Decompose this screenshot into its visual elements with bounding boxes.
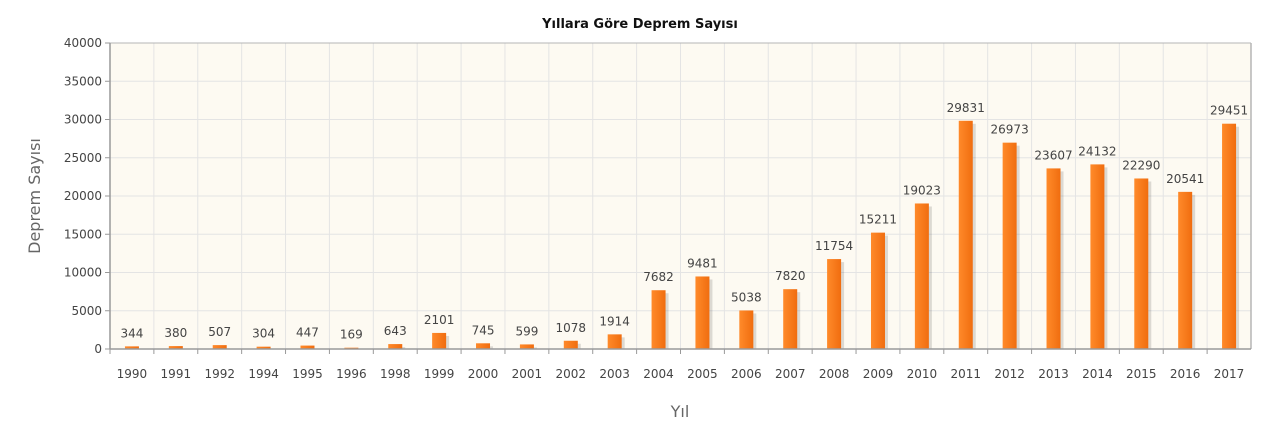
data-label-1994: 304 bbox=[252, 327, 275, 341]
x-tick-label-2013: 2013 bbox=[1038, 367, 1069, 381]
bar-2002 bbox=[563, 340, 578, 349]
data-label-1990: 344 bbox=[120, 326, 143, 340]
bar-1999 bbox=[432, 332, 447, 349]
x-tick-label-1990: 1990 bbox=[117, 367, 148, 381]
x-tick-label-2017: 2017 bbox=[1214, 367, 1245, 381]
y-tick-label: 10000 bbox=[64, 266, 102, 280]
y-tick-labels: 0 5000 10000 15000 20000 25000 30000 35000 40000 bbox=[64, 36, 110, 356]
x-tick-label-2009: 2009 bbox=[863, 367, 894, 381]
bar-1991 bbox=[168, 346, 183, 349]
bar-2011 bbox=[958, 120, 973, 349]
x-tick-labels: 1990 1991 1992 1994 1995 1996 1998 1999 2000 2001… bbox=[109, 349, 1245, 381]
x-tick-label-2011: 2011 bbox=[950, 367, 981, 381]
bar-2008 bbox=[827, 259, 842, 349]
x-tick-label-1991: 1991 bbox=[161, 367, 192, 381]
data-labels: 344 380 507 304 447 169 643 2101 745 599 1078 1914 7… bbox=[120, 101, 1248, 342]
bar-2010 bbox=[914, 203, 929, 349]
data-label-2014: 24132 bbox=[1078, 144, 1116, 158]
y-axis-title: Deprem Sayısı bbox=[25, 138, 44, 254]
bar-2004 bbox=[651, 290, 666, 349]
x-tick-label-1992: 1992 bbox=[204, 367, 235, 381]
x-tick-label-2006: 2006 bbox=[731, 367, 762, 381]
bar-1995 bbox=[300, 345, 315, 349]
y-tick-label: 40000 bbox=[64, 36, 102, 50]
x-tick-label-2002: 2002 bbox=[556, 367, 587, 381]
data-label-2006: 5038 bbox=[731, 290, 762, 304]
data-label-1992: 507 bbox=[208, 325, 231, 339]
data-label-2002: 1078 bbox=[556, 321, 587, 335]
x-tick-label-2008: 2008 bbox=[819, 367, 850, 381]
y-tick-label: 25000 bbox=[64, 151, 102, 165]
data-label-2015: 22290 bbox=[1122, 158, 1160, 172]
bar-2016 bbox=[1178, 191, 1193, 349]
y-tick-label: 35000 bbox=[64, 74, 102, 88]
data-label-2001: 599 bbox=[515, 324, 538, 338]
x-tick-label-2007: 2007 bbox=[775, 367, 806, 381]
bar-2009 bbox=[870, 232, 885, 349]
data-label-1991: 380 bbox=[164, 326, 187, 340]
x-tick-label-2010: 2010 bbox=[907, 367, 938, 381]
data-label-1996: 169 bbox=[340, 328, 363, 342]
bar-2006 bbox=[739, 310, 754, 349]
bars bbox=[124, 120, 1237, 349]
data-label-2007: 7820 bbox=[775, 269, 806, 283]
y-tick-label: 5000 bbox=[71, 304, 102, 318]
data-label-1999: 2101 bbox=[424, 313, 455, 327]
bar-2003 bbox=[607, 334, 622, 349]
data-label-2010: 19023 bbox=[903, 183, 941, 197]
bar-2012 bbox=[1002, 142, 1017, 349]
grid-lines bbox=[110, 42, 1252, 349]
x-tick-label-1996: 1996 bbox=[336, 367, 367, 381]
x-tick-label-2000: 2000 bbox=[468, 367, 499, 381]
x-tick-label-2014: 2014 bbox=[1082, 367, 1113, 381]
x-tick-label-2004: 2004 bbox=[643, 367, 674, 381]
data-label-2011: 29831 bbox=[947, 101, 985, 115]
data-label-2017: 29451 bbox=[1210, 104, 1248, 118]
x-tick-label-2015: 2015 bbox=[1126, 367, 1157, 381]
data-label-2016: 20541 bbox=[1166, 172, 1204, 186]
x-tick-label-2003: 2003 bbox=[599, 367, 630, 381]
data-label-2000: 745 bbox=[472, 323, 495, 337]
x-tick-label-2001: 2001 bbox=[512, 367, 543, 381]
bar-2001 bbox=[519, 344, 534, 349]
bar-2015 bbox=[1134, 178, 1149, 349]
data-label-2004: 7682 bbox=[643, 270, 674, 284]
y-tick-label: 15000 bbox=[64, 227, 102, 241]
chart-title: Yıllara Göre Deprem Sayısı bbox=[541, 17, 738, 32]
data-label-1995: 447 bbox=[296, 326, 319, 340]
bar-2014 bbox=[1090, 164, 1105, 349]
x-tick-label-2005: 2005 bbox=[687, 367, 718, 381]
data-label-2013: 23607 bbox=[1034, 148, 1072, 162]
bar-1994 bbox=[256, 346, 271, 349]
x-tick-label-1998: 1998 bbox=[380, 367, 411, 381]
bar-2000 bbox=[476, 343, 491, 349]
bar-2017 bbox=[1222, 123, 1237, 349]
bar-1998 bbox=[388, 344, 403, 349]
data-label-2005: 9481 bbox=[687, 256, 718, 270]
bar-2005 bbox=[695, 276, 710, 349]
x-tick-label-2016: 2016 bbox=[1170, 367, 1201, 381]
bar-1990 bbox=[124, 346, 139, 349]
bar-2013 bbox=[1046, 168, 1061, 349]
data-label-2008: 11754 bbox=[815, 239, 853, 253]
y-tick-label: 30000 bbox=[64, 113, 102, 127]
bar-2007 bbox=[783, 289, 798, 349]
data-label-2003: 1914 bbox=[599, 314, 630, 328]
x-tick-label-2012: 2012 bbox=[994, 367, 1025, 381]
x-tick-label-1995: 1995 bbox=[292, 367, 323, 381]
bar-1992 bbox=[212, 345, 227, 349]
data-label-2009: 15211 bbox=[859, 213, 897, 227]
x-tick-label-1994: 1994 bbox=[248, 367, 279, 381]
y-tick-label: 0 bbox=[94, 342, 102, 356]
x-tick-label-1999: 1999 bbox=[424, 367, 455, 381]
data-label-2012: 26973 bbox=[991, 123, 1029, 137]
x-axis-title: Yıl bbox=[670, 402, 690, 421]
y-tick-label: 20000 bbox=[64, 189, 102, 203]
data-label-1998: 643 bbox=[384, 324, 407, 338]
